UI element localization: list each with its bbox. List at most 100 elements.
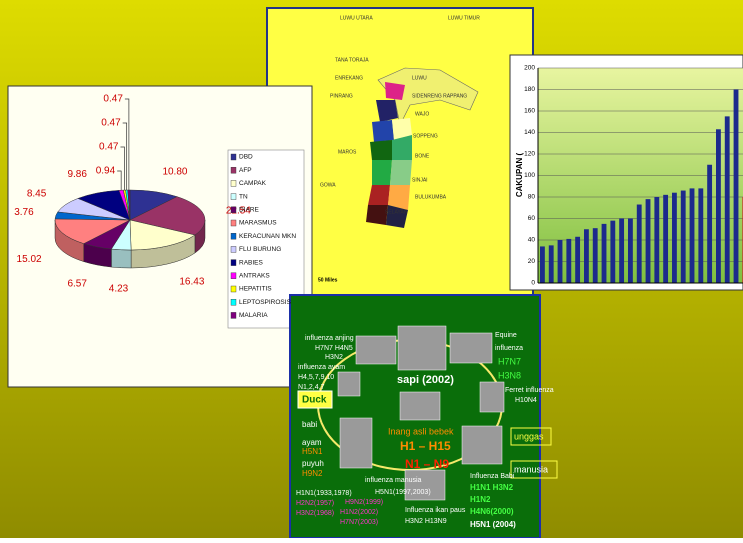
pie-label: 4.23 bbox=[109, 283, 129, 294]
pie-label: 9.86 bbox=[67, 169, 87, 180]
bar bbox=[619, 219, 624, 284]
legend-swatch bbox=[231, 154, 236, 160]
y-tick-label: 160 bbox=[524, 108, 535, 115]
legend-label: KERACUNAN MKN bbox=[239, 233, 296, 240]
diagram-text: influenza bbox=[495, 345, 523, 352]
legend-label: TN bbox=[239, 193, 248, 200]
y-tick-label: 120 bbox=[524, 151, 535, 158]
diagram-text: Influenza Babi bbox=[470, 473, 515, 480]
diagram-text: H1N2(2002) bbox=[340, 509, 378, 516]
map-label: LUWU UTARA bbox=[340, 15, 373, 21]
legend-swatch bbox=[231, 286, 236, 292]
map-label: TANA TORAJA bbox=[335, 57, 369, 63]
bar bbox=[690, 188, 695, 283]
diagram-text: H1 – H15 bbox=[400, 439, 451, 453]
y-tick-label: 200 bbox=[524, 65, 535, 72]
diagram-text: H1N2 bbox=[470, 495, 491, 504]
y-tick-label: 20 bbox=[528, 258, 536, 265]
diagram-text: H5N1(1997,2003) bbox=[375, 489, 431, 496]
bar bbox=[646, 199, 651, 283]
diagram-text: H1N1(1933,1978) bbox=[296, 490, 352, 497]
diagram-text: N1 – N9 bbox=[405, 457, 449, 471]
diagram-text: H4N6(2000) bbox=[470, 507, 514, 516]
slide: 10.8022.5416.434.236.5715.023.768.459.86… bbox=[0, 0, 743, 538]
page: 10.8022.5416.434.236.5715.023.768.459.86… bbox=[0, 0, 743, 538]
diagram-text: H9N2 bbox=[302, 469, 323, 478]
bar bbox=[725, 116, 730, 283]
diagram-text: influenza manusia bbox=[365, 477, 422, 484]
diagram-text: Equine bbox=[495, 332, 517, 339]
legend-label: DIARE bbox=[239, 207, 260, 214]
map-label: SELAYAR bbox=[385, 209, 408, 215]
pie-label: 8.45 bbox=[27, 188, 47, 199]
diagram-text: H3N2 H13N9 bbox=[405, 518, 447, 525]
bar bbox=[593, 228, 598, 283]
legend-label: AFP bbox=[239, 167, 252, 174]
diagram-text: puyuh bbox=[302, 459, 324, 468]
diagram-text: H7N7(2003) bbox=[340, 519, 378, 526]
diagram-text: Inang asli bebek bbox=[388, 426, 454, 436]
bar bbox=[628, 219, 633, 284]
legend-label: FLU BURUNG bbox=[239, 246, 281, 253]
bar bbox=[681, 191, 686, 283]
map-scale: 50 Miles bbox=[318, 277, 338, 283]
diagram-text: H3N8 bbox=[498, 370, 521, 380]
map-label: BONE bbox=[415, 153, 430, 159]
diagram-text: N1,2,4,7 bbox=[298, 384, 325, 391]
diagram-text: H3N2(1968) bbox=[296, 510, 334, 517]
diagram-text: H1N1 H3N2 bbox=[470, 483, 514, 492]
legend-swatch bbox=[231, 220, 236, 226]
bar bbox=[698, 188, 703, 283]
bar bbox=[540, 246, 545, 283]
bar bbox=[584, 229, 589, 283]
diagram-text: H5N1 bbox=[302, 447, 323, 456]
diagram-text: H7N7 H4N5 bbox=[315, 345, 353, 352]
bar bbox=[575, 237, 580, 283]
pie-label: 16.43 bbox=[179, 277, 204, 288]
map-label: PINRANG bbox=[330, 93, 353, 99]
legend-swatch bbox=[231, 273, 236, 279]
y-tick-label: 40 bbox=[528, 237, 536, 244]
map-label: BULUKUMBA bbox=[415, 194, 447, 200]
legend-swatch bbox=[231, 180, 236, 186]
pie-label: 3.76 bbox=[14, 207, 34, 218]
legend-label: MALARIA bbox=[239, 312, 268, 319]
pie-label: 10.80 bbox=[162, 167, 187, 178]
map-label: SINJAI bbox=[412, 177, 428, 183]
bar bbox=[654, 197, 659, 283]
diagram-text: H3N2 bbox=[325, 354, 343, 361]
diagram-text: H7N7 bbox=[498, 356, 521, 366]
diagram-text: influenza ayam bbox=[298, 364, 345, 371]
legend-swatch bbox=[231, 246, 236, 252]
map-label: SIDENRENG RAPPANG bbox=[412, 93, 467, 99]
bar bbox=[602, 224, 607, 283]
pie-label: 0.94 bbox=[96, 166, 116, 177]
map-label: MAROS bbox=[338, 149, 357, 155]
y-tick-label: 60 bbox=[528, 215, 536, 222]
bar bbox=[558, 240, 563, 283]
bar bbox=[672, 193, 677, 283]
legend-swatch bbox=[231, 194, 236, 200]
legend-swatch bbox=[231, 260, 236, 266]
diagram-text: Influenza ikan paus bbox=[405, 507, 466, 514]
legend-swatch bbox=[231, 233, 236, 239]
diagram-text: H4,5,7,9,10 bbox=[298, 374, 334, 381]
pie-label: 15.02 bbox=[17, 254, 42, 265]
legend-label: HEPATITIS bbox=[239, 286, 272, 293]
pie-label: 0.47 bbox=[101, 118, 121, 129]
legend-swatch bbox=[231, 312, 236, 318]
bar bbox=[707, 165, 712, 283]
bar bbox=[734, 90, 739, 284]
legend-label: MARASMUS bbox=[239, 220, 277, 227]
diagram-text: H9N2(1999) bbox=[345, 499, 383, 506]
legend-label: LEPTOSPIROSIS bbox=[239, 299, 292, 306]
y-tick-label: 140 bbox=[524, 129, 535, 136]
legend-label: CAMPAK bbox=[239, 180, 267, 187]
pie-label: 0.47 bbox=[103, 94, 123, 105]
diagram-text: H5N1 (2004) bbox=[470, 520, 516, 529]
y-axis-label: CAKUPAN ( bbox=[515, 153, 524, 198]
bar bbox=[716, 129, 721, 283]
diagram-text: babi bbox=[302, 420, 317, 429]
map-label: WAJO bbox=[415, 111, 429, 117]
diagram-text: Ferret influenza bbox=[505, 387, 554, 394]
